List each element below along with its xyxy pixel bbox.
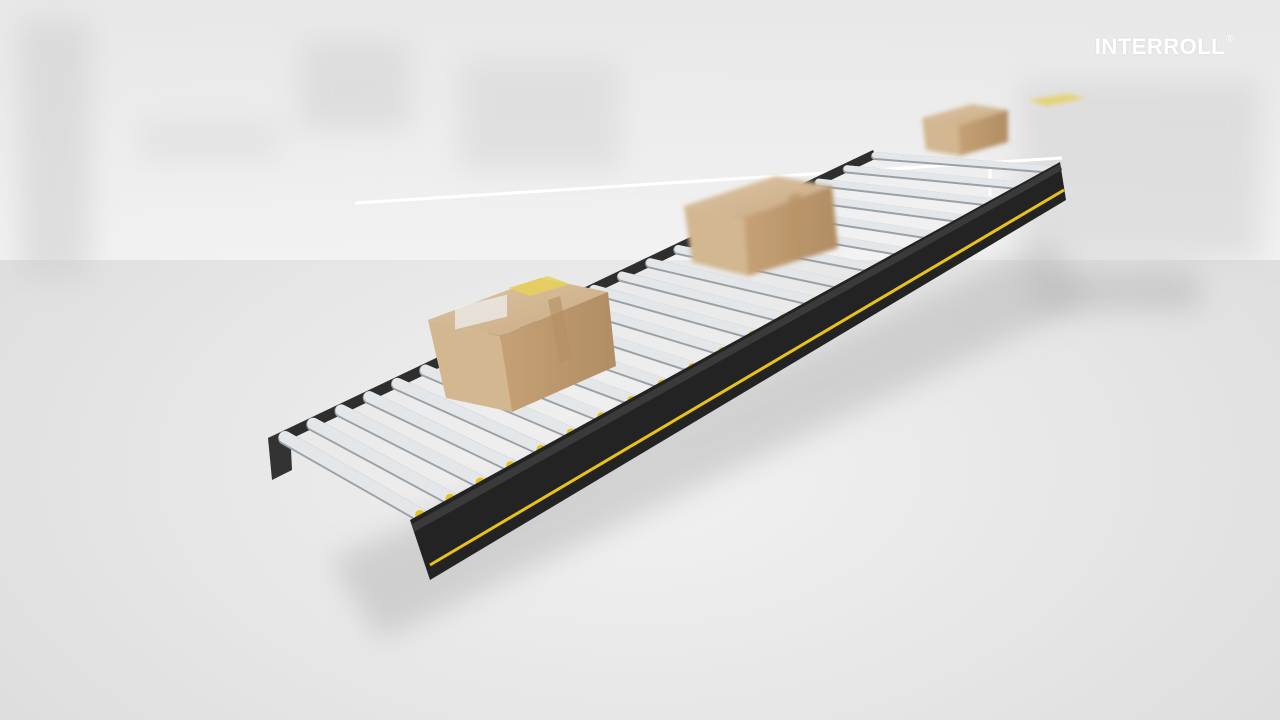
- roller: [391, 377, 547, 454]
- registered-mark: ®: [1226, 34, 1234, 45]
- brand-logo: INTERROLL®: [1095, 34, 1234, 60]
- roller: [589, 284, 758, 338]
- brand-name: INTERROLL: [1094, 34, 1226, 59]
- roller: [843, 165, 1028, 189]
- near-frame-rail: [410, 162, 1066, 580]
- yellow-safety-stripe: [429, 188, 1065, 567]
- roller: [646, 258, 818, 305]
- roller: [617, 271, 788, 322]
- roller: [872, 152, 1058, 172]
- parcel-front: [428, 276, 616, 412]
- blurred-background-machinery: [20, 20, 1260, 310]
- flying-label: [1028, 94, 1086, 106]
- conveyor-shadow: [330, 240, 1090, 640]
- roller: [363, 391, 517, 471]
- roller: [335, 404, 487, 487]
- roller: [279, 431, 426, 520]
- parcel-middle: [684, 176, 838, 276]
- shipping-label: [455, 294, 507, 330]
- roller: [815, 178, 998, 206]
- parcel-rear: [922, 94, 1086, 156]
- parcel-tag: [508, 276, 570, 296]
- light-barrier-beam: [354, 156, 1063, 205]
- roller: [307, 417, 457, 504]
